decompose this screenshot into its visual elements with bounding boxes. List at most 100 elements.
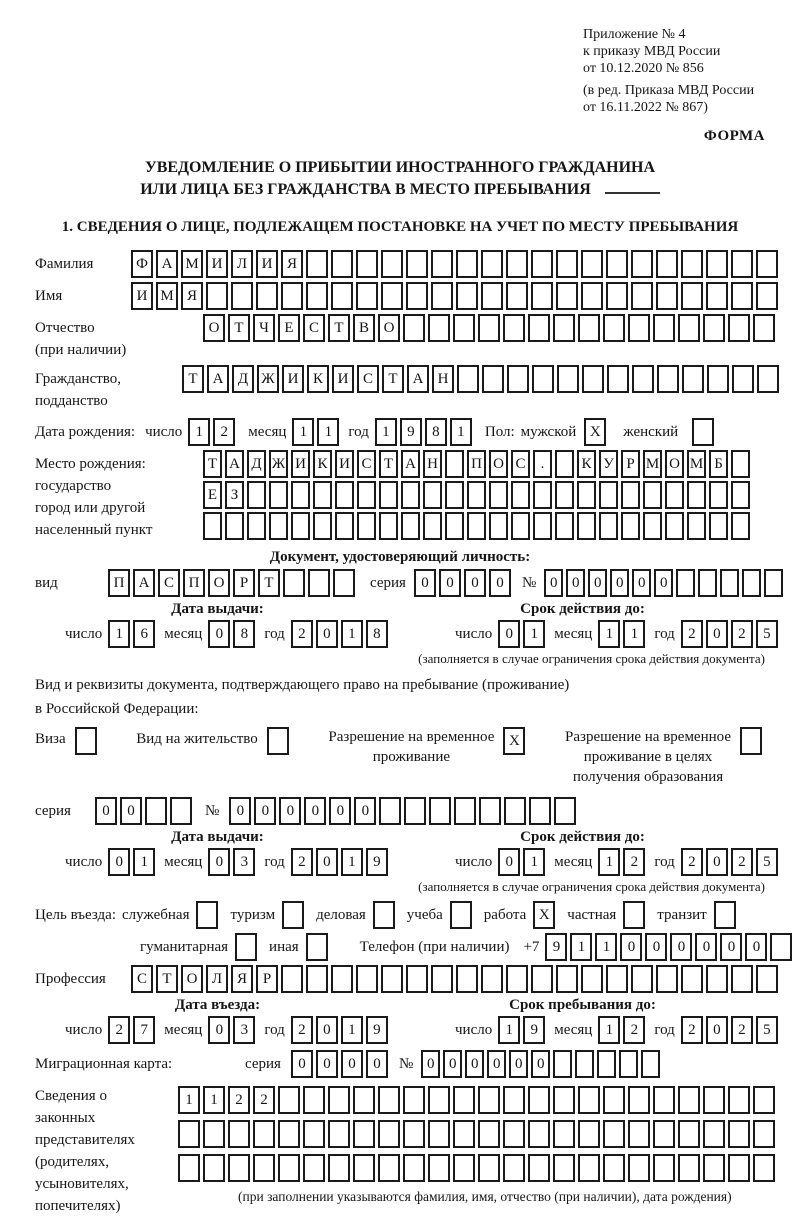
char-box[interactable] (753, 1086, 775, 1114)
char-box[interactable]: 0 (329, 797, 352, 825)
char-box[interactable]: 0 (229, 797, 252, 825)
char-box[interactable] (753, 1120, 775, 1148)
char-box[interactable] (356, 282, 378, 310)
char-box[interactable] (603, 1120, 625, 1148)
char-box[interactable] (528, 314, 550, 342)
char-box[interactable] (581, 282, 603, 310)
char-box[interactable]: 1 (340, 620, 363, 648)
char-box[interactable] (428, 1154, 450, 1182)
char-box[interactable]: Д (247, 450, 266, 478)
char-box[interactable]: 0 (654, 569, 674, 597)
char-box[interactable] (281, 282, 303, 310)
char-box[interactable]: 2 (290, 848, 313, 876)
char-box[interactable]: В (353, 314, 375, 342)
char-box[interactable] (203, 1120, 225, 1148)
char-box[interactable]: Р (256, 965, 278, 993)
char-box[interactable] (303, 1120, 325, 1148)
char-box[interactable] (631, 282, 653, 310)
char-box[interactable] (478, 314, 500, 342)
char-box[interactable]: П (183, 569, 205, 597)
char-box[interactable] (606, 965, 628, 993)
char-box[interactable]: К (307, 365, 329, 393)
char-box[interactable] (489, 481, 508, 509)
char-box[interactable]: Д (232, 365, 254, 393)
char-box[interactable]: X (584, 418, 607, 446)
char-box[interactable]: 2 (108, 1016, 131, 1044)
char-box[interactable] (228, 1120, 250, 1148)
char-box[interactable]: 1 (623, 620, 646, 648)
char-box[interactable]: И (206, 250, 228, 278)
char-box[interactable] (291, 512, 310, 540)
char-box[interactable] (406, 250, 428, 278)
char-box[interactable] (531, 965, 553, 993)
char-box[interactable] (445, 450, 464, 478)
char-box[interactable]: 1 (598, 1016, 621, 1044)
char-box[interactable]: 0 (498, 848, 521, 876)
char-box[interactable] (357, 481, 376, 509)
char-box[interactable]: 0 (632, 569, 652, 597)
char-box[interactable]: 8 (233, 620, 256, 648)
char-box[interactable] (403, 1120, 425, 1148)
char-box[interactable] (703, 1154, 725, 1182)
char-box[interactable]: Я (281, 250, 303, 278)
char-box[interactable] (247, 512, 266, 540)
char-box[interactable] (353, 1086, 375, 1114)
char-box[interactable] (503, 1086, 525, 1114)
char-box[interactable] (428, 1120, 450, 1148)
char-box[interactable] (681, 965, 703, 993)
char-box[interactable] (533, 512, 552, 540)
char-box[interactable]: Л (206, 965, 228, 993)
char-box[interactable]: Р (621, 450, 640, 478)
char-box[interactable] (225, 512, 244, 540)
char-box[interactable] (653, 1086, 675, 1114)
char-box[interactable]: 0 (279, 797, 302, 825)
char-box[interactable]: А (401, 450, 420, 478)
char-box[interactable]: Р (233, 569, 255, 597)
char-box[interactable] (603, 1154, 625, 1182)
char-box[interactable]: Л (231, 250, 253, 278)
char-box[interactable] (423, 512, 442, 540)
char-box[interactable] (328, 1120, 350, 1148)
char-box[interactable]: 1 (595, 933, 618, 961)
char-box[interactable]: 0 (705, 620, 728, 648)
char-box[interactable] (356, 250, 378, 278)
char-box[interactable] (553, 1154, 575, 1182)
char-box[interactable]: X (503, 727, 526, 755)
char-box[interactable] (676, 569, 696, 597)
char-box[interactable]: 0 (315, 848, 338, 876)
char-box[interactable] (489, 512, 508, 540)
char-box[interactable] (253, 1154, 275, 1182)
char-box[interactable] (278, 1086, 300, 1114)
char-box[interactable] (575, 1050, 595, 1078)
char-box[interactable]: 0 (208, 1016, 231, 1044)
char-box[interactable] (253, 1120, 275, 1148)
char-box[interactable]: 2 (290, 620, 313, 648)
char-box[interactable]: 7 (133, 1016, 156, 1044)
char-box[interactable]: О (203, 314, 225, 342)
char-box[interactable] (728, 1120, 750, 1148)
char-box[interactable]: 5 (755, 848, 778, 876)
char-box[interactable] (423, 481, 442, 509)
char-box[interactable]: Е (278, 314, 300, 342)
char-box[interactable]: 1 (374, 418, 397, 446)
char-box[interactable] (578, 1120, 600, 1148)
char-box[interactable] (656, 965, 678, 993)
char-box[interactable]: М (156, 282, 178, 310)
char-box[interactable]: 2 (730, 848, 753, 876)
char-box[interactable]: 0 (670, 933, 693, 961)
char-box[interactable]: 0 (620, 933, 643, 961)
char-box[interactable]: 1 (340, 848, 363, 876)
char-box[interactable]: А (225, 450, 244, 478)
char-box[interactable] (453, 1120, 475, 1148)
char-box[interactable]: 2 (730, 1016, 753, 1044)
char-box[interactable]: И (291, 450, 310, 478)
char-box[interactable] (603, 1086, 625, 1114)
char-box[interactable] (556, 965, 578, 993)
char-box[interactable] (692, 418, 715, 446)
char-box[interactable]: 1 (498, 1016, 521, 1044)
char-box[interactable] (698, 569, 718, 597)
char-box[interactable] (456, 250, 478, 278)
purpose-option-checkbox[interactable] (449, 901, 472, 929)
char-box[interactable]: О (181, 965, 203, 993)
char-box[interactable] (478, 1086, 500, 1114)
